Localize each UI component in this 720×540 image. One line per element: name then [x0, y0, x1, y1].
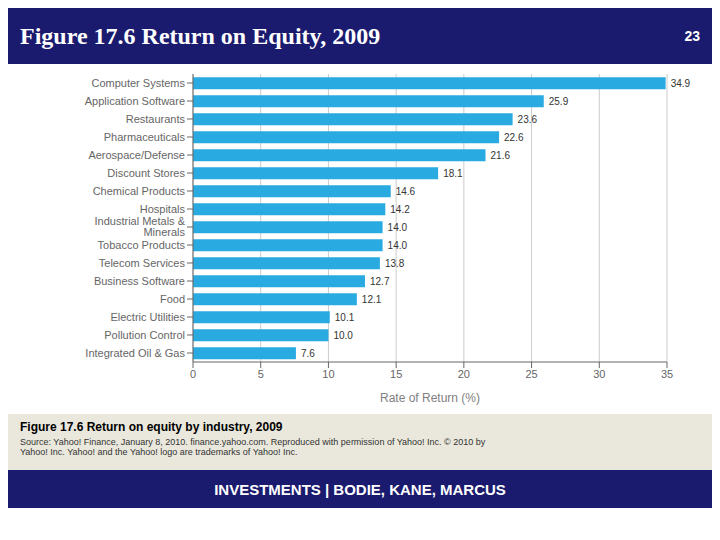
svg-text:Food: Food — [160, 293, 185, 305]
svg-text:Tobacco Products: Tobacco Products — [98, 239, 186, 251]
svg-text:18.1: 18.1 — [443, 168, 463, 179]
svg-text:Computer Systems: Computer Systems — [91, 77, 185, 89]
svg-text:25: 25 — [525, 368, 537, 380]
html-text:INVESTMENTS | BODIE, KANE, MAR: INVESTMENTS | BODIE, KANE, MARCUS — [214, 480, 506, 498]
svg-text:Telecom Services: Telecom Services — [99, 257, 186, 269]
svg-text:14.0: 14.0 — [388, 222, 408, 233]
svg-text:10.0: 10.0 — [333, 330, 353, 341]
svg-text:30: 30 — [593, 368, 605, 380]
svg-text:34.9: 34.9 — [671, 78, 691, 89]
svg-text:25.9: 25.9 — [549, 96, 569, 107]
html-text:23: 23 — [684, 28, 700, 44]
svg-text:Pollution Control: Pollution Control — [104, 329, 185, 341]
svg-text:14.2: 14.2 — [390, 204, 410, 215]
svg-text:0: 0 — [190, 368, 196, 380]
svg-text:5: 5 — [258, 368, 264, 380]
svg-text:Aerospace/Defense: Aerospace/Defense — [88, 149, 185, 161]
svg-text:15: 15 — [390, 368, 402, 380]
svg-text:Rate of Return (%): Rate of Return (%) — [380, 391, 480, 405]
svg-text:21.6: 21.6 — [491, 150, 511, 161]
svg-text:7.6: 7.6 — [301, 348, 315, 359]
svg-text:12.7: 12.7 — [370, 276, 390, 287]
svg-text:10: 10 — [322, 368, 334, 380]
svg-text:13.8: 13.8 — [385, 258, 405, 269]
svg-text:Pharmaceuticals: Pharmaceuticals — [104, 131, 186, 143]
svg-text:12.1: 12.1 — [362, 294, 382, 305]
svg-text:Application Software: Application Software — [85, 95, 185, 107]
svg-text:Discount Stores: Discount Stores — [107, 167, 185, 179]
svg-text:20: 20 — [458, 368, 470, 380]
svg-text:Integrated Oil & Gas: Integrated Oil & Gas — [85, 347, 185, 359]
svg-text:Industrial Metals &Minerals: Industrial Metals &Minerals — [95, 215, 186, 238]
html-text:Figure 17.6 Return on Equity,: Figure 17.6 Return on Equity, 2009 — [20, 22, 381, 49]
svg-text:Chemical Products: Chemical Products — [93, 185, 186, 197]
svg-text:Business Software: Business Software — [94, 275, 185, 287]
html-text:Figure 17.6 Return on equity b: Figure 17.6 Return on equity by industry… — [20, 420, 283, 434]
svg-text:14.6: 14.6 — [396, 186, 416, 197]
svg-text:22.6: 22.6 — [504, 132, 524, 143]
svg-text:14.0: 14.0 — [388, 240, 408, 251]
svg-text:23.6: 23.6 — [518, 114, 538, 125]
svg-text:Electric Utilities: Electric Utilities — [110, 311, 185, 323]
svg-text:35: 35 — [661, 368, 673, 380]
html-text:Source: Yahoo! Finance, Januar: Source: Yahoo! Finance, January 8, 2010.… — [20, 437, 486, 457]
svg-text:Restaurants: Restaurants — [126, 113, 186, 125]
svg-text:10.1: 10.1 — [335, 312, 355, 323]
svg-text:Hospitals: Hospitals — [140, 203, 186, 215]
